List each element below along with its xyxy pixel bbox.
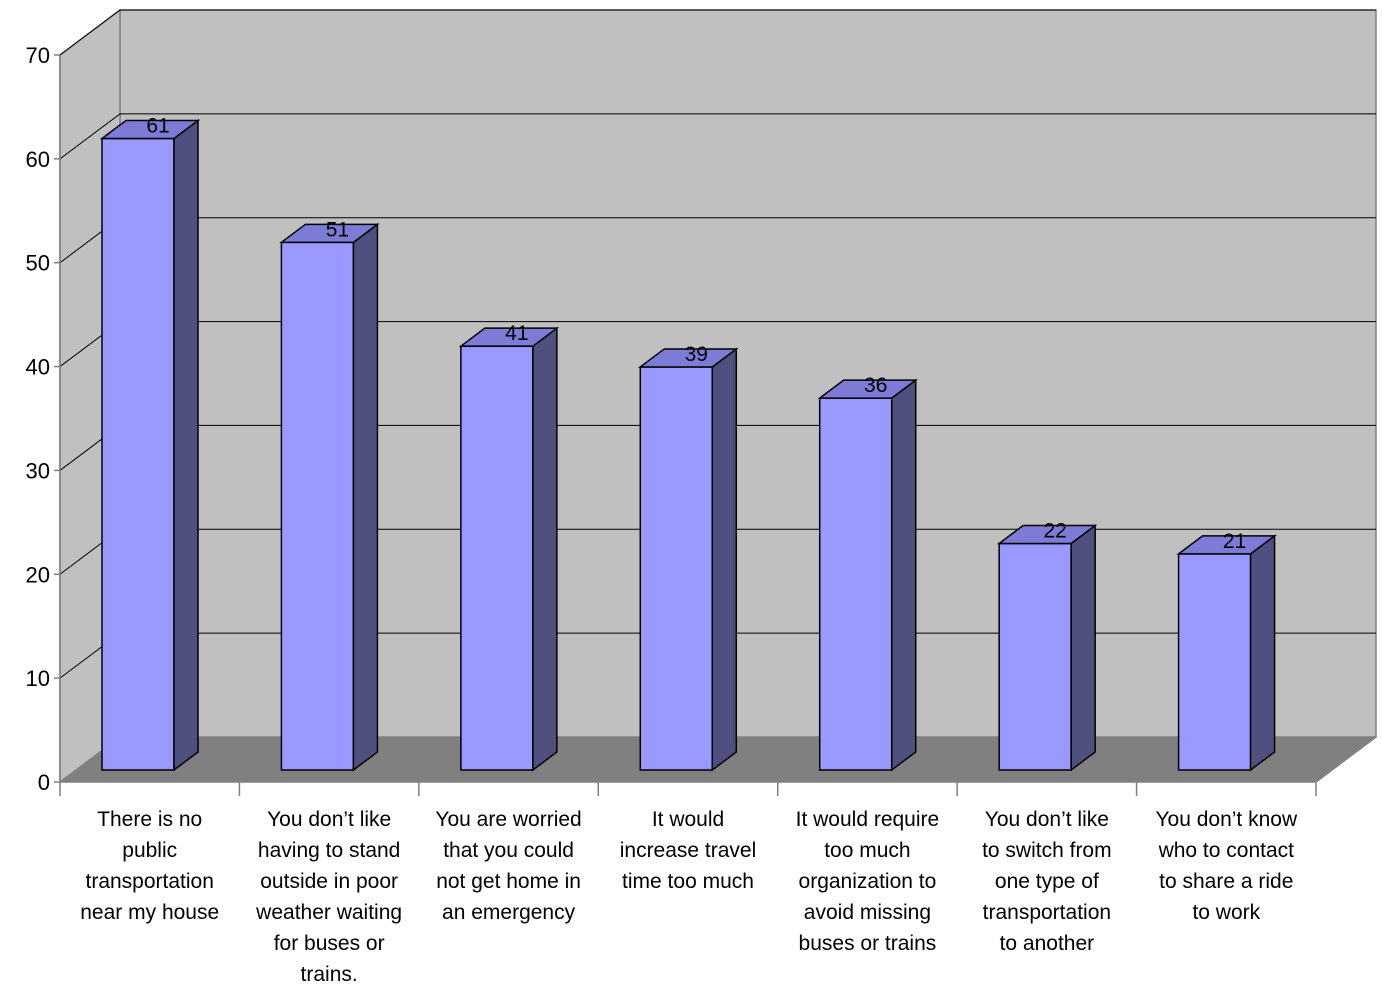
bar-top <box>279 223 380 244</box>
y-tick-label: 10 <box>26 666 50 691</box>
bar-front <box>460 345 534 771</box>
y-tick-label: 20 <box>26 562 50 587</box>
x-category-label: You are worried that you could not get hom… <box>435 808 581 924</box>
bar-front <box>280 241 355 771</box>
x-category-label: It would increase travel time too much <box>620 808 757 893</box>
bar: 21 <box>1176 530 1277 772</box>
bar-side <box>711 347 738 772</box>
y-tick-label: 40 <box>26 355 50 380</box>
bar-top <box>638 348 739 368</box>
y-tick-label: 70 <box>26 43 50 68</box>
bar-value-label: 21 <box>1223 530 1246 553</box>
x-axis-depth-line <box>1315 736 1377 783</box>
x-category-label: There is no public transportation near my h… <box>80 808 219 924</box>
bar-front <box>639 366 714 771</box>
bars: 61 51 41 39 36 22 21 <box>99 114 1277 772</box>
bar-value-label: 51 <box>326 218 349 241</box>
bar: 36 <box>817 374 918 772</box>
x-category-label: You don’t know who to contact to share a r… <box>1155 808 1298 924</box>
gridline <box>59 113 1376 160</box>
bar-front <box>1177 553 1252 771</box>
y-axis: 0 10 20 30 40 50 60 70 <box>26 43 61 795</box>
y-tick-label: 0 <box>38 770 50 795</box>
bar-top <box>458 327 560 347</box>
bar-top <box>99 119 201 140</box>
bar-side <box>1070 524 1096 772</box>
x-category-label: It would require too much organization to a… <box>796 808 940 955</box>
bar-side <box>173 118 199 772</box>
bar-front <box>818 397 893 771</box>
bar-top <box>996 524 1098 545</box>
y-tick-label: 30 <box>26 458 50 483</box>
bar-front <box>998 542 1072 771</box>
bar: 22 <box>996 520 1098 772</box>
bar-top <box>817 379 918 399</box>
bar-top <box>1176 535 1277 555</box>
bar: 61 <box>99 114 201 772</box>
bar: 39 <box>638 343 739 772</box>
bar-value-label: 61 <box>146 114 169 137</box>
y-tick-label: 60 <box>26 147 50 172</box>
bar-side <box>1249 534 1276 772</box>
x-category-label: You don’t like to switch from one type of t… <box>982 808 1112 955</box>
bar-value-label: 22 <box>1043 520 1066 543</box>
x-axis: There is no public transportation near my h… <box>59 736 1377 986</box>
gridline <box>59 9 1376 56</box>
bar-side <box>532 326 558 772</box>
bar-value-label: 36 <box>864 374 887 397</box>
bar: 51 <box>279 218 380 772</box>
y-tick-label: 50 <box>26 251 50 276</box>
bar-side <box>890 378 917 772</box>
bar: 41 <box>458 322 560 772</box>
x-category-label: You don’t like having to stand outside in … <box>255 808 402 986</box>
bar-front <box>101 137 175 771</box>
bar-value-label: 39 <box>685 343 708 366</box>
bar-side <box>352 222 379 772</box>
bar-value-label: 41 <box>505 322 528 345</box>
